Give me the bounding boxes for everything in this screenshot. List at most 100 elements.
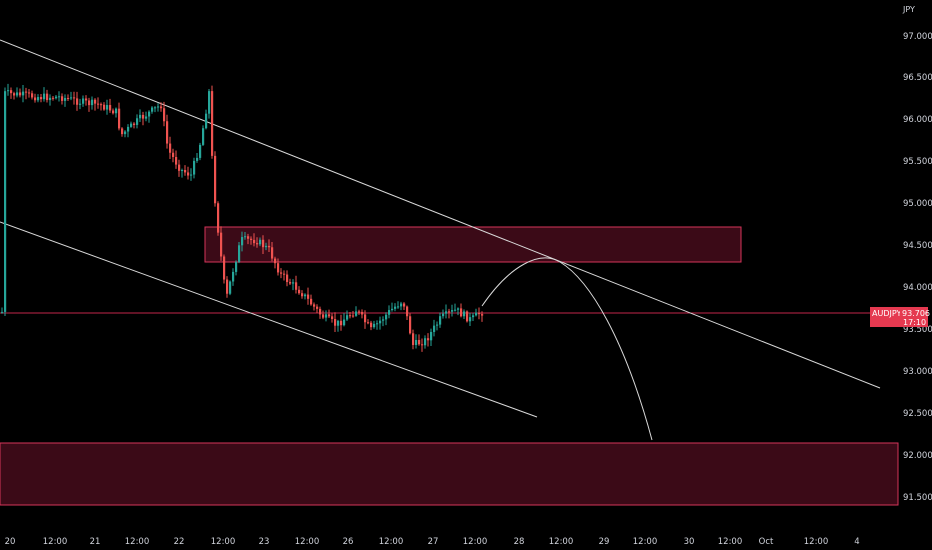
time-tick-label: Oct [759, 537, 774, 547]
candle-body [322, 314, 325, 318]
candle-body [238, 245, 241, 262]
candle-body [172, 152, 175, 158]
candle-body [169, 143, 172, 153]
candle-body [115, 108, 118, 114]
time-axis[interactable]: 20 12:00 21 12:00 22 12:00 23 12:00 26 12:00 27 12:… [5, 537, 860, 547]
axis-unit-label: JPY [902, 5, 915, 14]
candle-body [142, 114, 145, 119]
candle-body [397, 306, 400, 308]
candle-body [16, 92, 19, 96]
candle-body [208, 91, 211, 114]
price-axis[interactable]: 97.000 96.500 96.000 95.500 95.000 94.500 94.0… [903, 32, 932, 503]
candle-body [361, 311, 364, 315]
candle-body [352, 315, 355, 317]
candle-body [469, 317, 472, 322]
candle-body [388, 310, 391, 315]
candle-body [64, 97, 67, 101]
candle-body [220, 232, 223, 257]
candle-body [472, 315, 475, 318]
candle-body [136, 118, 139, 125]
candle-body [385, 314, 388, 320]
candle-body [85, 98, 88, 101]
candle-body [283, 273, 286, 275]
candle-body [43, 93, 46, 100]
time-tick-label: 20 [5, 537, 16, 547]
candle-body [379, 320, 382, 324]
candle-body [145, 116, 148, 119]
candle-body [274, 258, 277, 264]
candle-body [67, 97, 70, 99]
candle-body [130, 123, 133, 127]
candle-body [391, 308, 394, 311]
candle-body [280, 272, 283, 274]
candle-body [202, 128, 205, 145]
candle-body [88, 100, 91, 106]
price-tick-label: 94.500 [903, 241, 932, 251]
candle-body [112, 110, 115, 114]
candle-body [79, 103, 82, 105]
candle-body [448, 311, 451, 313]
candle-body [394, 306, 397, 309]
candle-body [400, 303, 403, 307]
time-tick-label: 4 [854, 537, 859, 547]
candle-body [295, 282, 298, 290]
candle-body [460, 308, 463, 317]
candle-body [34, 97, 37, 101]
candle-body [13, 93, 16, 96]
price-tick-label: 95.500 [903, 157, 932, 167]
time-tick-label: 26 [343, 537, 354, 547]
candle-body [424, 338, 427, 346]
candle-body [97, 103, 100, 105]
candle-body [262, 239, 265, 248]
time-tick-label: 12:00 [549, 537, 574, 547]
candle-body [163, 108, 166, 122]
projection-curve [481, 257, 653, 441]
candle-body [190, 174, 193, 176]
candle-body [55, 96, 58, 99]
time-tick-label: 23 [259, 537, 270, 547]
candle-body [268, 245, 271, 248]
candle-body [82, 98, 85, 104]
candle-body [214, 155, 217, 204]
resistance-zone [204, 226, 742, 263]
candle-body [433, 325, 436, 332]
time-tick-label: 29 [599, 537, 610, 547]
price-tick-label: 93.500 [903, 325, 932, 335]
candle-body [328, 314, 331, 317]
candlesticks [1, 83, 484, 352]
symbol-label: AUDJPY [872, 309, 901, 318]
candle-body [256, 243, 259, 245]
candle-body [475, 312, 478, 316]
candle-body [289, 282, 292, 284]
lower-trendline [0, 221, 538, 418]
time-tick-label: 12:00 [718, 537, 743, 547]
candle-body [58, 96, 61, 98]
candle-body [436, 324, 439, 326]
candle-body [139, 114, 142, 119]
time-tick-label: 12:00 [633, 537, 658, 547]
candle-body [40, 97, 43, 100]
candle-body [337, 320, 340, 326]
candle-body [91, 99, 94, 106]
upper-trendline [0, 39, 881, 389]
candle-body [334, 319, 337, 326]
candle-body [316, 306, 319, 309]
candle-body [358, 311, 361, 313]
candle-body [421, 344, 424, 346]
candle-body [118, 108, 121, 129]
candle-body [298, 289, 301, 294]
candle-body [301, 293, 304, 297]
candle-body [31, 93, 34, 98]
candle-body [166, 121, 169, 144]
candle-body [265, 245, 268, 248]
candle-body [103, 104, 106, 110]
candle-body [154, 107, 157, 109]
candle-body [124, 131, 127, 135]
candle-body [133, 123, 136, 125]
candle-body [370, 322, 373, 328]
price-tick-label: 96.000 [903, 115, 932, 125]
candle-body [109, 105, 112, 111]
candle-body [196, 157, 199, 161]
candle-body [25, 91, 28, 93]
